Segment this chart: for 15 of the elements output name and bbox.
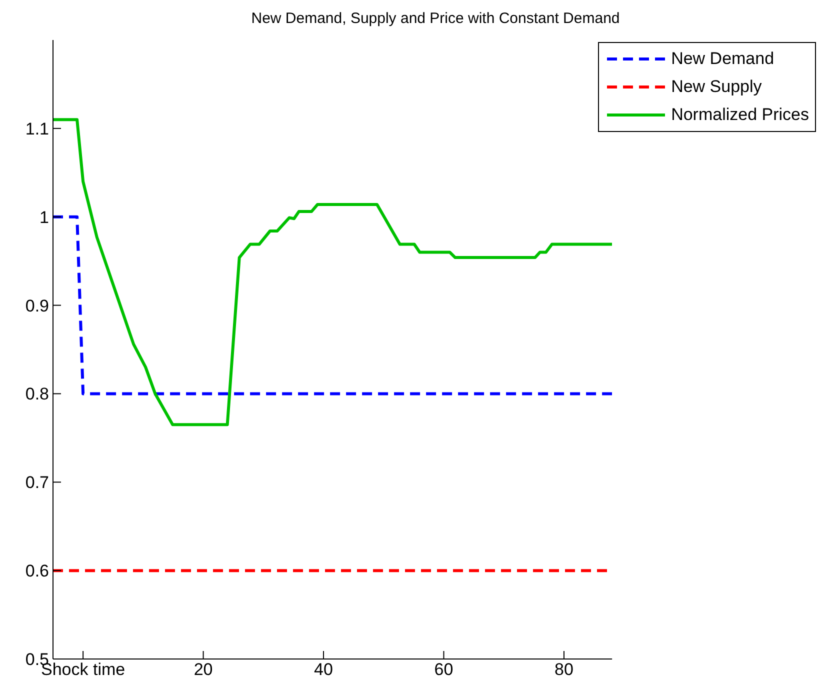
legend-label: New Supply <box>671 77 762 97</box>
x-tick-label: 60 <box>434 660 454 680</box>
y-tick-label: 1 <box>40 208 49 227</box>
y-tick-label: 1.1 <box>25 119 49 138</box>
x-tick-label: 20 <box>194 660 213 680</box>
y-tick-label: 0.6 <box>25 562 49 581</box>
chart-title: New Demand, Supply and Price with Constant Demand <box>250 10 621 27</box>
legend-label: New Demand <box>671 49 774 69</box>
y-tick-label: 0.9 <box>25 296 49 316</box>
line-series <box>53 118 612 426</box>
y-tick-label: 0.8 <box>25 384 49 404</box>
y-tick-label: 0.7 <box>25 473 49 492</box>
legend-label: Normalized Prices <box>671 105 809 125</box>
x-tick-label: 80 <box>554 660 574 680</box>
x-tick-label: 40 <box>314 660 333 680</box>
